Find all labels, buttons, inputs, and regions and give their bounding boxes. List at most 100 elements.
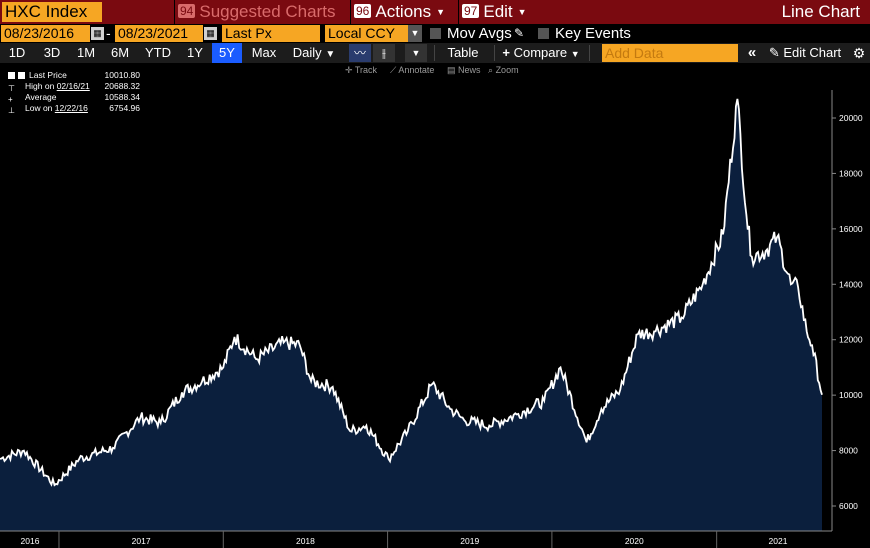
period-1d-button[interactable]: 1D	[8, 45, 26, 60]
edit-caret-icon: ▼	[517, 7, 527, 17]
legend-high-value: 20688.32	[104, 81, 140, 91]
frequency-caret-icon: ▼	[325, 49, 336, 60]
actions-label: Actions	[375, 2, 432, 21]
legend-checkbox[interactable]	[18, 72, 25, 79]
y-tick-label: 20000	[839, 113, 863, 123]
calendar-icon[interactable]: ▦	[204, 27, 217, 40]
suggested-charts-number: 94	[178, 4, 196, 18]
bar-chart-style-icon[interactable]: ⫲	[373, 44, 395, 62]
toolbar-divider	[494, 45, 495, 61]
edit-chart-label: Edit Chart	[783, 45, 842, 60]
y-axis: 6000 8000 10000 12000 14000 16000 18000 20000	[831, 90, 863, 531]
add-data-input[interactable]: Add Data	[602, 44, 738, 62]
currency-dropdown-icon[interactable]: ▼	[408, 25, 422, 42]
legend-low: ⊥ Low on 12/22/16 6754.96	[5, 103, 140, 115]
news-icon: ▤	[447, 65, 456, 75]
y-tick-label: 16000	[839, 224, 863, 234]
pencil-icon: ✎	[768, 45, 780, 60]
legend-color-box	[8, 72, 15, 79]
x-tick-label: 2017	[132, 536, 151, 546]
period-3d-button[interactable]: 3D	[43, 45, 61, 60]
gear-icon[interactable]: ⚙	[852, 45, 866, 61]
edit-number: 97	[462, 4, 480, 18]
line-chart-style-icon[interactable]: 〰	[349, 44, 371, 62]
track-label: Track	[354, 65, 378, 75]
period-max-button[interactable]: Max	[251, 45, 277, 60]
x-tick-label: 2020	[625, 536, 644, 546]
legend-low-value: 6754.96	[109, 103, 140, 113]
annotate-icon: ⟋	[390, 65, 397, 75]
collapse-icon[interactable]: «	[747, 44, 757, 61]
legend-last-value: 10010.80	[104, 70, 140, 80]
legend-average-label: Average	[25, 92, 57, 102]
legend-low-label: Low on	[25, 103, 53, 113]
chart-legend: Last Price 10010.80 ⊤ High on 02/16/21 2…	[5, 70, 140, 116]
toolbar-divider	[434, 45, 435, 61]
key-events-checkbox[interactable]	[538, 28, 549, 39]
period-ytd-button[interactable]: YTD	[145, 45, 171, 60]
frequency-label: Daily	[292, 45, 322, 60]
y-tick-label: 18000	[839, 168, 863, 178]
key-events-label: Key Events	[555, 25, 631, 42]
legend-last-price: Last Price 10010.80	[5, 70, 140, 81]
calendar-icon[interactable]: ▦	[91, 27, 104, 40]
compare-label: Compare	[513, 45, 568, 60]
x-axis: 2016 2017 2018 2019 2020 2021	[0, 530, 832, 548]
actions-caret-icon: ▼	[436, 7, 446, 17]
style-dropdown-icon[interactable]: ▼	[405, 44, 427, 62]
average-marker-icon: +	[8, 95, 13, 104]
legend-last-label: Last Price	[29, 70, 67, 80]
actions-number: 96	[354, 4, 372, 18]
x-tick-label: 2019	[460, 536, 479, 546]
legend-average: + Average 10588.34	[5, 92, 140, 104]
end-date-field[interactable]: 08/23/2021	[115, 25, 203, 42]
ticker-field[interactable]: HXC Index	[2, 2, 102, 22]
legend-low-label-group: Low on 12/22/16	[25, 103, 88, 114]
chart-plot-area	[0, 98, 823, 532]
y-tick-label: 12000	[839, 335, 863, 345]
suggested-charts-label: Suggested Charts	[199, 2, 336, 21]
edit-label: Edit	[483, 2, 513, 21]
compare-caret-icon: ▼	[570, 49, 580, 59]
zoom-tool[interactable]: ⌕ Zoom	[488, 63, 519, 77]
low-marker-icon: ⊥	[8, 106, 15, 115]
crosshair-icon: ✛	[345, 65, 353, 75]
suggested-charts-menu[interactable]: 94 Suggested Charts	[174, 0, 348, 24]
period-1m-button[interactable]: 1M	[76, 45, 96, 60]
edit-menu[interactable]: 97 Edit ▼	[458, 0, 536, 24]
chart-type-title: Line Chart	[781, 2, 860, 21]
news-label: News	[458, 65, 481, 75]
legend-high: ⊤ High on 02/16/21 20688.32	[5, 81, 140, 93]
compare-button[interactable]: + Compare ▼	[500, 43, 582, 63]
y-tick-label: 10000	[839, 390, 863, 400]
actions-menu[interactable]: 96 Actions ▼	[350, 0, 457, 24]
mov-avgs-checkbox[interactable]	[430, 28, 441, 39]
x-tick-label: 2018	[296, 536, 315, 546]
edit-chart-button[interactable]: ✎ Edit Chart	[764, 43, 846, 63]
y-tick-label: 6000	[839, 501, 858, 511]
plus-icon: +	[502, 45, 510, 60]
annotate-label: Annotate	[398, 65, 435, 75]
y-tick-label: 14000	[839, 279, 863, 289]
currency-select[interactable]: Local CCY	[325, 25, 408, 42]
pencil-icon[interactable]: ✎	[514, 26, 525, 40]
period-5y-button[interactable]: 5Y	[212, 43, 242, 63]
x-tick-label: 2016	[21, 536, 40, 546]
start-date-field[interactable]: 08/23/2016	[1, 25, 90, 42]
annotate-tool[interactable]: ⟋ Annotate	[390, 63, 434, 77]
high-marker-icon: ⊤	[8, 84, 15, 93]
price-field-select[interactable]: Last Px	[222, 25, 320, 42]
period-6m-button[interactable]: 6M	[110, 45, 130, 60]
price-series-line	[0, 98, 823, 487]
legend-high-date[interactable]: 02/16/21	[56, 81, 90, 91]
toolbar-divider	[589, 45, 590, 61]
news-tool[interactable]: ▤ News	[447, 63, 481, 77]
track-tool[interactable]: ✛ Track	[345, 63, 377, 77]
frequency-select[interactable]: Daily ▼	[286, 43, 342, 63]
price-area	[0, 98, 822, 532]
table-button[interactable]: Table	[447, 45, 479, 60]
period-1y-button[interactable]: 1Y	[187, 45, 203, 60]
legend-average-value: 10588.34	[104, 92, 140, 102]
legend-low-date[interactable]: 12/22/16	[54, 103, 88, 113]
